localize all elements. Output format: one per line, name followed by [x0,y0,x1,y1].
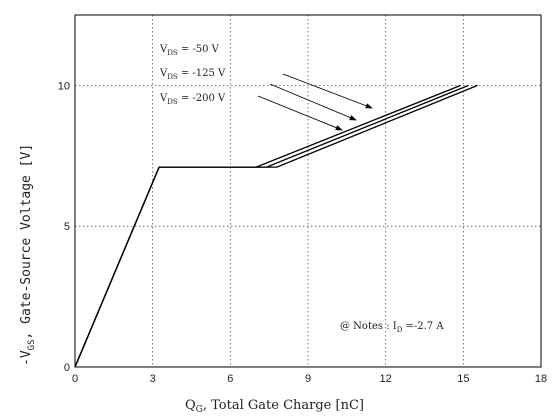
legend-label-series-0: VDS = -50 V [159,44,220,57]
plot-frame [74,14,542,368]
x-tick-label: 0 [72,373,78,385]
y-axis-title: -VGS, Gate-Source Voltage [V] [19,144,37,366]
y-tick-label: 0 [64,362,70,374]
y-tick-label: 10 [58,80,70,92]
legend-label-series-2: VDS = -200 V [159,93,226,106]
legend-arrow-series-1 [269,83,357,121]
x-tick-label: 3 [150,373,156,385]
x-tick-label: 6 [227,373,233,385]
x-tick-label: 9 [305,373,311,385]
x-tick-label: 12 [380,373,392,385]
x-tick-label: 15 [457,373,469,385]
series-group [74,84,478,368]
y-tick-label: 5 [64,221,70,233]
legend-arrow-series-2 [257,95,343,131]
legend-arrow-series-0 [282,73,373,109]
x-tick-label: 18 [535,373,547,385]
test-condition-note: @ Notes : ID =-2.7 A [340,321,444,334]
legend-label-series-1: VDS = -125 V [159,68,226,81]
series-line-2 [74,84,478,368]
x-axis-title: QG, Total Gate Charge [nC] [185,398,364,415]
tick-labels: 0 3 6 9 12 15 18 0 5 10 [58,80,547,385]
grid [75,15,541,367]
